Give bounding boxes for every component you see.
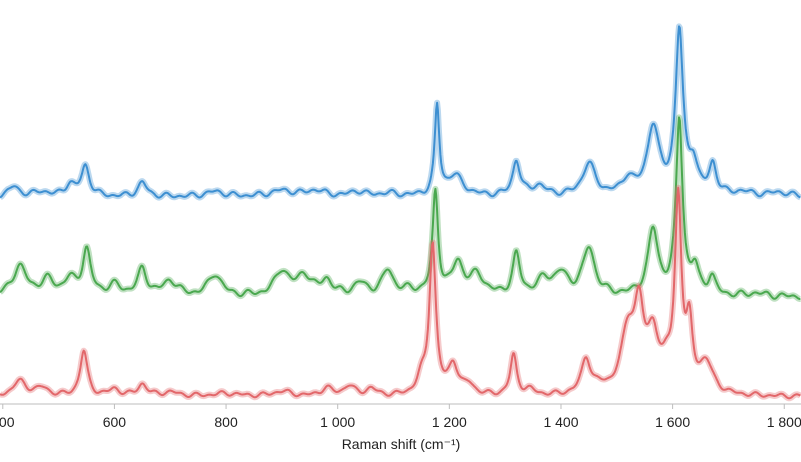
series-layer (0, 23, 801, 402)
x-axis-title: Raman shift (cm⁻¹) (342, 436, 461, 452)
x-tick-label: 1 800 (767, 414, 801, 430)
x-tick-label: 800 (214, 414, 238, 430)
x-tick-label: 1 000 (320, 414, 355, 430)
x-tick-label: 1 400 (543, 414, 578, 430)
spectrum-green-line (0, 116, 801, 300)
spectrum-blue-line (0, 25, 801, 199)
axes: 400 600 800 1 000 1 200 1 400 1 600 1 800 Raman… (0, 403, 801, 452)
plot-area (0, 23, 801, 402)
x-tick-label: 1 600 (655, 414, 690, 430)
x-tick-label: 1 200 (432, 414, 467, 430)
x-axis-ticks: 400 600 800 1 000 1 200 1 400 1 600 1 800 (0, 404, 801, 430)
x-tick-label: 400 (0, 414, 15, 430)
spectrum-red-line (0, 186, 801, 400)
x-tick-label: 600 (103, 414, 127, 430)
